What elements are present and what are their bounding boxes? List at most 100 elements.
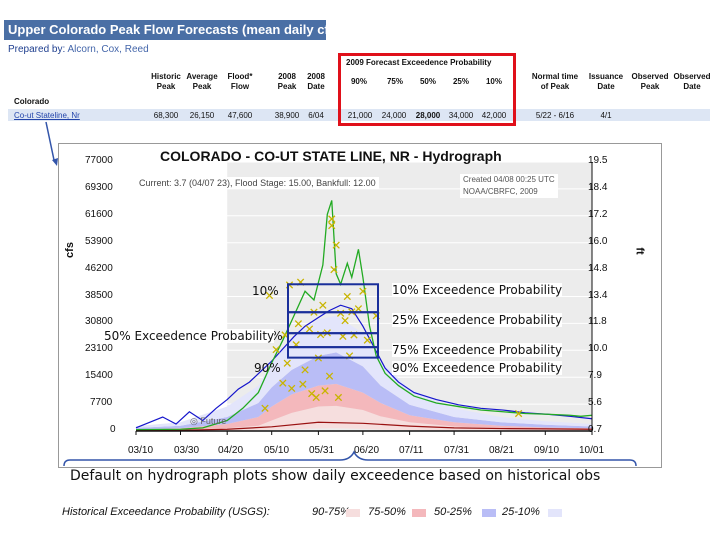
- annotation-p50: 50% Exceedence Probability: [104, 329, 275, 343]
- scatter-point: [343, 292, 351, 301]
- future-text: Future: [200, 416, 227, 426]
- band-75-50%: [136, 383, 592, 431]
- col-issuance-date: Issuance Date: [588, 72, 624, 91]
- right-tick-label: 0.7: [588, 424, 602, 435]
- scatter-point: [332, 241, 340, 249]
- region-label: Colorado: [14, 97, 50, 106]
- cell-2008-date: 6/04: [308, 111, 324, 120]
- legend-title: Historical Exceedance Probability (USGS)…: [62, 506, 270, 518]
- scatter-point: [330, 265, 338, 274]
- station-link[interactable]: Co-ut Stateline, Nr: [14, 111, 80, 120]
- x-tick-label: 03/30: [174, 445, 200, 456]
- left-tick-label: 77000: [85, 155, 113, 166]
- line-max: [135, 304, 593, 429]
- annotation-p25: 25% Exceedence Probability: [392, 313, 563, 327]
- right-tick-label: 10.0: [588, 343, 608, 354]
- right-tick-label: 13.4: [588, 290, 608, 301]
- x-tick-label: 07/11: [399, 445, 424, 456]
- cell-p10: 42,000: [481, 111, 507, 120]
- legend-entry-90-75: 90-75%: [312, 506, 350, 518]
- band-50-25%: [136, 352, 592, 430]
- future-icon: ◎: [190, 416, 198, 426]
- col-p10: 10%: [485, 77, 502, 86]
- scatter-point: [288, 384, 296, 393]
- col-observed-peak: Observed Peak: [631, 72, 669, 91]
- annotation-p90: 90% Exceedence Probability: [392, 361, 563, 375]
- right-tick-label: 19.5: [588, 155, 608, 166]
- cell-average-peak: 26,150: [189, 111, 215, 120]
- band-90-75%: [136, 405, 592, 431]
- right-tick-label: 16.0: [588, 236, 608, 247]
- cell-flood-flow: 47,600: [227, 111, 253, 120]
- left-tick-label: 15400: [85, 370, 113, 381]
- exceedence-marker-label: 90%: [254, 361, 281, 375]
- col-p25: 25%: [452, 77, 469, 86]
- x-tick-label: 05/10: [264, 445, 290, 456]
- chart-subtitle: Current: 3.7 (04/07 23), Flood Stage: 15…: [136, 177, 379, 189]
- scatter-point: [334, 393, 343, 402]
- col-average-peak: Average Peak: [186, 72, 218, 91]
- scatter-point: [325, 372, 334, 380]
- caption-brace: [63, 450, 637, 467]
- left-tick-label: 61600: [85, 209, 113, 220]
- band-25-10%: [136, 315, 592, 428]
- station-row-background: [8, 109, 710, 121]
- right-tick-label: 5.6: [588, 397, 602, 408]
- right-tick-label: 14.8: [588, 263, 608, 274]
- annotation-p75: 75% Exceedence Probability: [392, 343, 563, 357]
- col-historic-peak: Historic Peak: [151, 72, 181, 91]
- pointer-arrow-line: [45, 121, 55, 161]
- left-tick-label: 69300: [85, 182, 113, 193]
- x-tick-label: 08/21: [489, 445, 515, 456]
- legend-entry-50-25: 50-25%: [434, 506, 472, 518]
- forecast-group-header: 2009 Forecast Exceedence Probability: [346, 58, 492, 67]
- scatter-point: [354, 305, 363, 313]
- scatter-point: [279, 379, 287, 387]
- x-tick-label: 05/31: [309, 445, 335, 456]
- left-tick-label: 38500: [85, 290, 113, 301]
- x-tick-label: 03/10: [128, 445, 154, 456]
- scatter-point: [321, 387, 329, 395]
- prepared-label: Prepared by:: [8, 44, 66, 55]
- left-tick-label: 53900: [85, 236, 113, 247]
- scatter-point: [265, 291, 274, 300]
- legend-swatch: [482, 509, 496, 517]
- x-tick-label: 06/20: [354, 445, 380, 456]
- col-observed-date: Observed Date: [673, 72, 711, 91]
- cell-historic-peak: 68,300: [153, 111, 179, 120]
- y-axis-label-right: ft: [633, 247, 646, 255]
- right-tick-label: 18.4: [588, 182, 608, 193]
- col-normal-time: Normal time of Peak: [531, 72, 579, 91]
- cell-p50: 28,000: [415, 111, 441, 120]
- x-tick-label: 07/31: [444, 445, 470, 456]
- cell-issuance-date: 4/1: [600, 111, 612, 120]
- col-flood-flow: Flood* Flow: [227, 72, 253, 91]
- scatter-point: [299, 380, 307, 388]
- right-tick-label: 17.2: [588, 209, 608, 220]
- left-tick-label: 30800: [85, 316, 113, 327]
- y-axis-label-left: cfs: [63, 242, 76, 258]
- scatter-point: [272, 345, 280, 354]
- scatter-point: [294, 320, 303, 328]
- left-tick-label: 7700: [90, 397, 113, 408]
- cell-p75: 24,000: [381, 111, 407, 120]
- scatter-point: [305, 325, 314, 333]
- line-min: [135, 421, 593, 432]
- col-p75: 75%: [386, 77, 403, 86]
- line-observed: [135, 200, 593, 431]
- right-tick-label: 11.8: [588, 316, 607, 327]
- legend-entry-75-50: 75-50%: [368, 506, 406, 518]
- x-tick-label: 09/10: [534, 445, 560, 456]
- prepared-by: Prepared by: Alcorn, Cox, Reed: [8, 44, 149, 55]
- scatter-point: [328, 215, 336, 223]
- scatter-point: [363, 336, 371, 344]
- legend-swatch: [412, 509, 426, 517]
- col-p50: 50%: [419, 77, 436, 86]
- right-tick-label: 7.9: [588, 370, 602, 381]
- scatter-point: [341, 316, 349, 325]
- forecast-highlight-box: [338, 53, 516, 126]
- pointer-arrow-head: [52, 158, 58, 166]
- exceedence-marker-label: 10%: [252, 284, 279, 298]
- x-tick-label: 04/20: [218, 445, 244, 456]
- scatter-point: [336, 309, 345, 317]
